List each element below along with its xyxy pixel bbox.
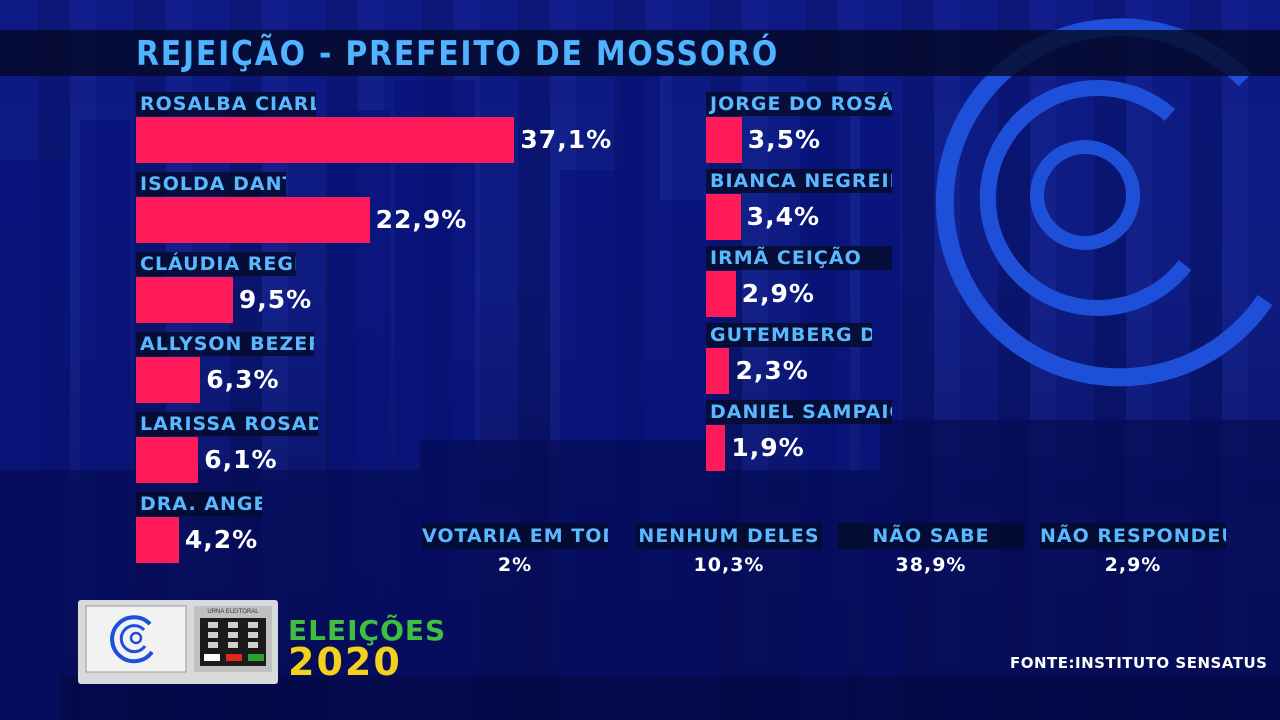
value-label-gutemberg-dias: 2,3% xyxy=(735,356,809,385)
value-label-jorge-do-rosa-rio: 3,5% xyxy=(747,125,822,154)
value-label-larissa-rosado: 6,1% xyxy=(204,445,278,474)
stat-value-nao-sabe: 38,9% xyxy=(895,554,967,576)
candidate-label-dra-angela: DRA. ANGELA xyxy=(136,492,262,516)
candidate-label-allyson-bezerra: ALLYSON BEZERRA xyxy=(136,332,314,356)
chart-title: REJEIÇÃO - PREFEITO DE MOSSORÓ xyxy=(136,34,780,74)
bar-larissa-rosado xyxy=(136,437,199,483)
candidate-label-jorge-do-rosa-rio: JORGE DO ROSÁRIO xyxy=(706,92,892,116)
stat-label-votaria: VOTARIA EM TODOS xyxy=(422,523,608,549)
stat-value-votaria: 2% xyxy=(497,554,533,576)
title-bar xyxy=(0,30,1280,76)
year-logo-text: 2020 xyxy=(288,640,402,684)
candidate-label-cla-udia-regina: CLÁUDIA REGINA xyxy=(136,252,296,276)
source-note: FONTE:INSTITUTO SENSATUS xyxy=(1010,654,1268,672)
candidate-label-isolda-dantas: ISOLDA DANTAS xyxy=(136,172,286,196)
bar-isolda-dantas xyxy=(136,197,370,243)
bar-jorge-do-rosa-rio xyxy=(706,117,742,163)
value-label-dra-angela: 4,2% xyxy=(184,525,259,554)
stat-value-nenhum: 10,3% xyxy=(693,554,765,576)
candidate-label-gutemberg-dias: GUTEMBERG DIAS xyxy=(706,323,872,347)
stat-label-nenhum: NENHUM DELES xyxy=(636,523,822,549)
value-label-allyson-bezerra: 6,3% xyxy=(206,365,280,394)
eleicoes-logo-text: ELEIÇÕES xyxy=(288,614,447,647)
value-label-rosalba-ciarlini: 37,1% xyxy=(520,125,613,154)
candidate-label-rosalba-ciarlini: ROSALBA CIARLINI xyxy=(136,92,316,116)
value-label-cla-udia-regina: 9,5% xyxy=(238,285,313,314)
bar-daniel-sampaio xyxy=(706,425,726,471)
candidate-label-bianca-negreiros: BIANCA NEGREIROS xyxy=(706,169,892,193)
bar-gutemberg-dias xyxy=(706,348,730,394)
candidate-label-daniel-sampaio: DANIEL SAMPAIO xyxy=(706,400,892,424)
value-label-isolda-dantas: 22,9% xyxy=(375,205,468,234)
ballot-box-icon: URNA ELEITORAL xyxy=(78,600,278,684)
bar-rosalba-ciarlini xyxy=(136,117,515,163)
stat-label-nao-respondeu: NÃO RESPONDEU xyxy=(1040,523,1226,549)
bar-cla-udia-regina xyxy=(136,277,233,323)
value-label-irma-ceic-a-o: 2,9% xyxy=(741,279,815,308)
bar-irma-ceic-a-o xyxy=(706,271,736,317)
candidate-label-irma-ceic-a-o: IRMÃ CEIÇÃO xyxy=(706,246,892,270)
urna-text: URNA ELEITORAL xyxy=(207,609,259,615)
logo-circles-decoration xyxy=(935,18,1273,387)
value-label-daniel-sampaio: 1,9% xyxy=(731,433,805,462)
bar-allyson-bezerra xyxy=(136,357,201,403)
stat-value-nao-respondeu: 2,9% xyxy=(1104,554,1162,576)
value-label-bianca-negreiros: 3,4% xyxy=(746,202,821,231)
candidate-label-larissa-rosado: LARISSA ROSADO xyxy=(136,412,318,436)
stat-label-nao-sabe: NÃO SABE xyxy=(838,523,1024,549)
bar-dra-angela xyxy=(136,517,179,563)
bar-bianca-negreiros xyxy=(706,194,741,240)
